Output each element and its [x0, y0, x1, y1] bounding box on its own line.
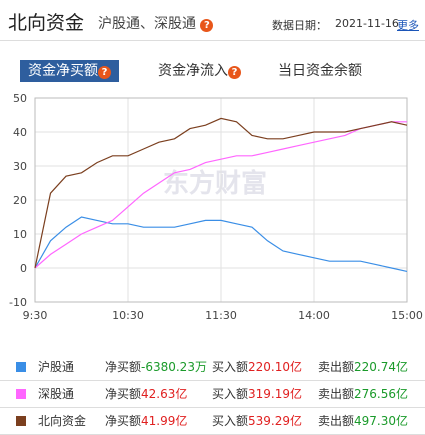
line-series [34, 216, 408, 272]
date-label: 数据日期： [272, 19, 327, 32]
sell-label: 卖出额 [318, 387, 355, 401]
title: 北向资金 [8, 12, 85, 34]
x-tick-label: 14:00 [298, 309, 330, 322]
tab[interactable]: 资金净流入? [158, 60, 241, 82]
plot-frame [34, 97, 408, 303]
series-name: 沪股通 [38, 360, 75, 374]
help-icon[interactable]: ? [228, 66, 241, 79]
buy-label: 买入额 [212, 387, 249, 401]
net-label: 净买额 [105, 360, 142, 374]
subtitle-text: 沪股通、深股通 [98, 16, 196, 32]
buy-value: 220.10亿 [248, 360, 302, 374]
tab[interactable]: 资金净买额? [20, 60, 119, 82]
table-row: 北向资金 净买额 41.99亿 买入额 539.29亿 卖出额 497.30亿 [0, 408, 425, 435]
x-tick-label: 10:30 [112, 309, 144, 322]
y-tick-label: 0 [20, 262, 27, 275]
net-value: -6380.23万 [141, 360, 207, 374]
net-value: 41.99亿 [141, 414, 188, 428]
legend-swatch [16, 416, 26, 426]
watermark: 东方财富 [163, 168, 267, 199]
buy-value: 539.29亿 [248, 414, 302, 428]
sell-value: 497.30亿 [354, 414, 408, 428]
buy-label: 买入额 [212, 360, 249, 374]
divider [0, 40, 425, 41]
net-value: 42.63亿 [141, 387, 188, 401]
series-name: 深股通 [38, 387, 75, 401]
y-tick-label: 40 [13, 126, 27, 139]
y-tick-label: -10 [9, 296, 27, 309]
line-series [34, 121, 407, 269]
series-name: 北向资金 [38, 414, 87, 428]
tab[interactable]: 当日资金余额 [278, 60, 362, 82]
y-tick-label: 20 [13, 194, 27, 207]
table-row: 深股通 净买额 42.63亿 买入额 319.19亿 卖出额 276.56亿 [0, 381, 425, 408]
date: 2021-11-16 [335, 17, 399, 30]
tab-label: 当日资金余额 [278, 63, 362, 79]
legend-swatch [16, 362, 26, 372]
help-icon[interactable]: ? [98, 66, 111, 79]
x-tick-label: 9:30 [23, 309, 48, 322]
line-series [34, 117, 408, 269]
net-label: 净买额 [105, 387, 142, 401]
y-tick-label: 50 [13, 92, 27, 105]
subtitle: 沪股通、深股通 ? [98, 13, 214, 33]
sell-label: 卖出额 [318, 360, 355, 374]
y-tick-label: 10 [13, 228, 27, 241]
legend-swatch [16, 389, 26, 399]
y-tick-label: 30 [13, 160, 27, 173]
x-tick-label: 11:30 [205, 309, 237, 322]
chart: 东方财富 -10 0 10 20 30 40 50 9:30 10:30 11:30 14:00 15:… [9, 92, 423, 322]
x-tick-label: 15:00 [391, 309, 423, 322]
net-label: 净买额 [105, 414, 142, 428]
table-row: 沪股通 净买额 -6380.23万 买入额 220.10亿 卖出额 220.74亿 [0, 354, 425, 381]
sell-label: 卖出额 [318, 414, 355, 428]
help-icon[interactable]: ? [200, 19, 214, 32]
more-link[interactable]: 更多 [397, 19, 419, 32]
tab-label: 资金净买额 [28, 63, 98, 79]
sell-value: 276.56亿 [354, 387, 408, 401]
tab-label: 资金净流入 [158, 63, 228, 79]
sell-value: 220.74亿 [354, 360, 408, 374]
buy-value: 319.19亿 [248, 387, 302, 401]
buy-label: 买入额 [212, 414, 249, 428]
